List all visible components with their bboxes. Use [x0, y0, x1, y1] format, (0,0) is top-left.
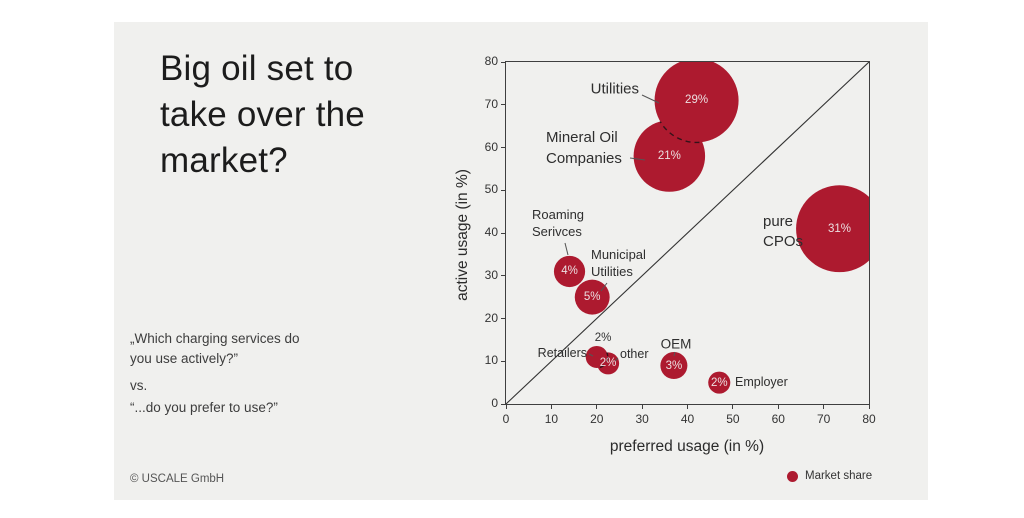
- x-tick-mark: [505, 404, 507, 409]
- x-tick-label: 70: [816, 412, 831, 426]
- content-card: [114, 22, 928, 500]
- market-share-value-retailers: 2%: [594, 332, 612, 344]
- market-share-value-employer: 2%: [710, 376, 728, 389]
- x-tick-mark: [823, 404, 825, 409]
- y-tick-label: 20: [484, 310, 498, 325]
- y-tick-label: 40: [484, 225, 498, 239]
- market-share-value-other: 2%: [599, 357, 617, 370]
- y-tick-label: 30: [484, 267, 498, 282]
- x-tick-mark: [550, 404, 552, 409]
- y-axis-title: active usage (in %): [454, 169, 471, 301]
- market-share-value-municipal-utilities: 5%: [583, 291, 601, 304]
- category-label-oem: OEM: [660, 336, 692, 352]
- x-tick-label: 10: [544, 412, 559, 426]
- diagonal-reference-line: [506, 62, 869, 404]
- bubble-overlap-edge: [653, 120, 706, 144]
- x-tick-mark: [868, 404, 870, 409]
- bubble-employer: [708, 371, 731, 394]
- label-leader-line: [588, 353, 594, 357]
- survey-question-vs: vs.: [130, 378, 148, 393]
- y-tick-label: 70: [484, 96, 498, 111]
- market-share-value-roaming-serivces: 4%: [561, 265, 578, 278]
- y-tick-mark: [501, 360, 506, 362]
- category-label-other: other: [620, 347, 649, 361]
- label-leader-line: [629, 157, 646, 161]
- category-label-retailers: Retailers: [537, 346, 587, 360]
- x-tick-label: 30: [635, 412, 649, 426]
- bubble-overlap-edge: [597, 352, 609, 369]
- category-label-pure-cpos: pure CPOs: [763, 213, 804, 250]
- footer-copyright: © USCALE GmbH: [130, 473, 225, 485]
- label-leader-line: [641, 94, 660, 104]
- x-tick-mark: [687, 404, 688, 409]
- bubble-utilities: [654, 62, 739, 143]
- y-tick-mark: [501, 189, 506, 191]
- y-tick-mark: [501, 61, 506, 63]
- legend: Market share: [787, 470, 872, 482]
- y-tick-mark: [501, 104, 506, 106]
- page-title: Big oil set to take over the market?: [160, 49, 365, 180]
- survey-question-2: “...do you prefer to use?”: [130, 400, 278, 415]
- label-leader-line: [600, 282, 608, 292]
- bubble-roaming-serivces: [553, 255, 586, 288]
- survey-question-1: „Which charging services do you use acti…: [130, 331, 300, 366]
- market-share-value-utilities: 29%: [685, 94, 709, 107]
- x-tick-label: 50: [726, 412, 740, 426]
- label-leader-line: [673, 351, 676, 357]
- legend-label: Market share: [805, 470, 873, 482]
- y-tick-mark: [501, 147, 506, 148]
- market-share-value-mineral-oil-companies: 21%: [657, 150, 681, 163]
- x-tick-label: 40: [680, 412, 695, 426]
- y-tick-label: 80: [484, 54, 498, 68]
- x-tick-mark: [596, 404, 598, 409]
- x-tick-label: 80: [862, 412, 876, 426]
- bubble-chart-plot-area: 0 10 20 30 40 50 60 70 80 0 10 20 30 40 50 60 70 80 21% Min…: [485, 54, 876, 426]
- legend-bubble-icon: [787, 470, 798, 482]
- category-label-mineral-oil-companies: Mineral Oil Companies: [546, 129, 622, 167]
- market-share-value-pure-cpos: 31%: [827, 222, 852, 235]
- x-tick-label: 0: [502, 412, 510, 426]
- category-label-roaming-serivces: Roaming Serivces: [532, 207, 585, 239]
- y-tick-mark: [501, 318, 506, 319]
- x-axis-title: preferred usage (in %): [609, 438, 765, 455]
- x-tick-mark: [777, 404, 779, 409]
- y-tick-mark: [501, 403, 506, 405]
- label-leader-line: [614, 357, 619, 362]
- y-tick-label: 0: [491, 396, 498, 410]
- y-tick-label: 50: [484, 182, 498, 197]
- label-leader-line: [564, 242, 569, 256]
- y-tick-mark: [501, 232, 506, 234]
- category-label-utilities: Utilities: [590, 80, 639, 98]
- bubble-pure-cpos: [796, 185, 869, 273]
- x-tick-mark: [641, 404, 643, 409]
- bubble-chart-canvas: [506, 62, 869, 404]
- bubble-retailers: [585, 345, 608, 369]
- y-tick-label: 60: [484, 139, 498, 154]
- bubble-oem: [660, 352, 688, 380]
- y-tick-label: 10: [484, 353, 498, 368]
- y-tick-mark: [501, 275, 506, 277]
- category-label-municipal-utilities: Municipal Utilities: [591, 247, 646, 279]
- x-tick-mark: [732, 404, 734, 409]
- bubble-municipal-utilities: [574, 279, 610, 315]
- category-label-employer: Employer: [735, 375, 788, 389]
- x-tick-label: 20: [590, 412, 604, 426]
- x-tick-label: 60: [771, 412, 785, 426]
- market-share-value-oem: 3%: [665, 359, 683, 372]
